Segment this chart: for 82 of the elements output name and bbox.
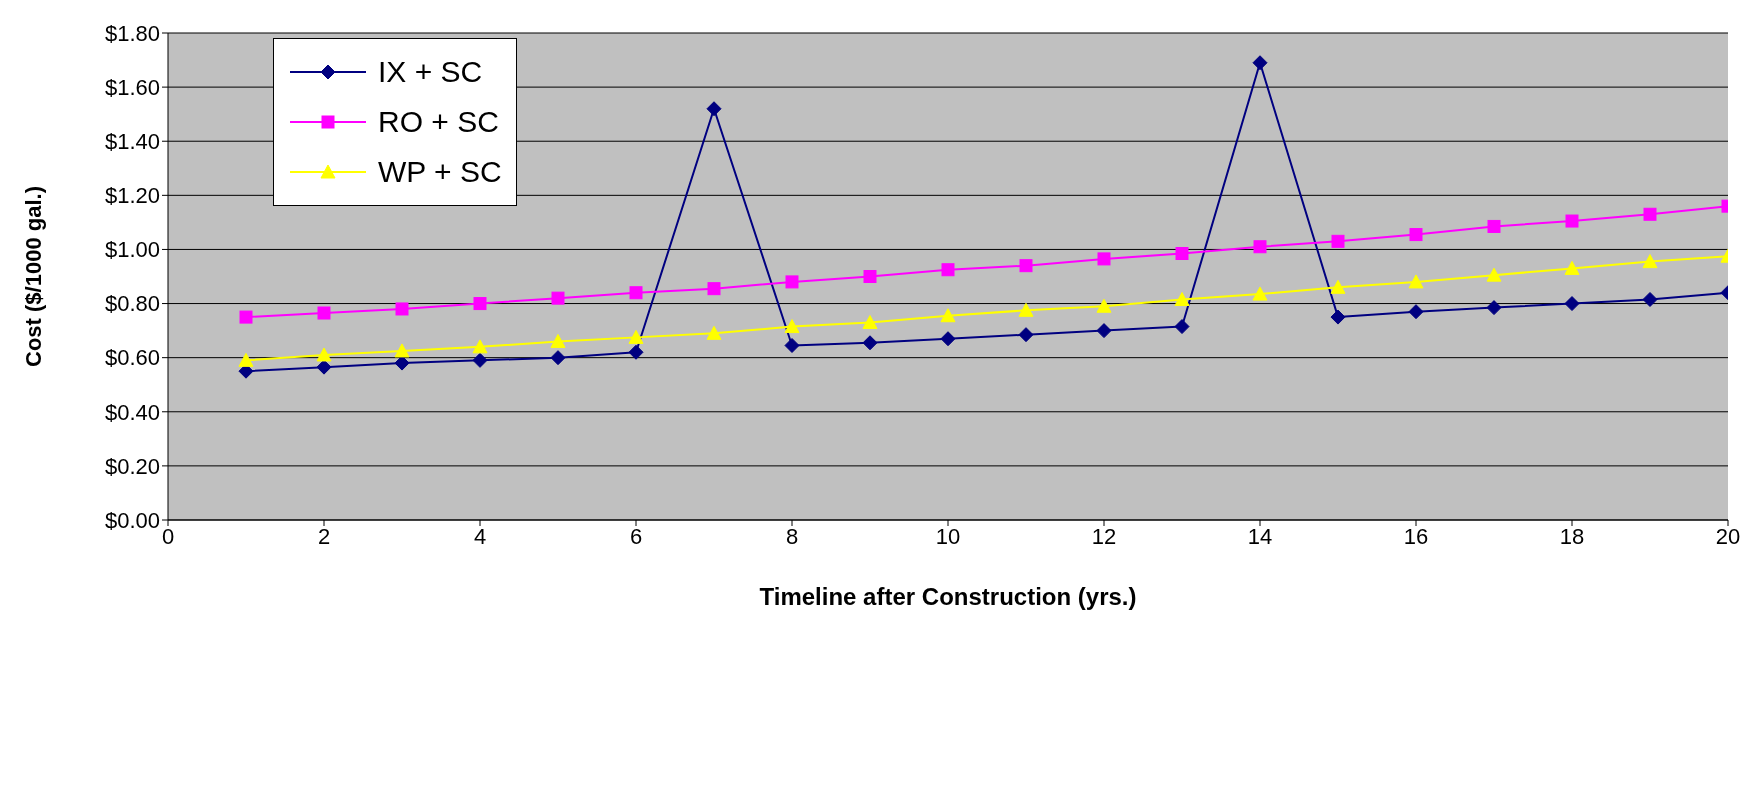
x-tick-label: 14 (1247, 523, 1273, 549)
y-tick-label: $1.20 (104, 183, 160, 209)
point (784, 319, 800, 334)
point (1253, 240, 1267, 254)
point (785, 275, 799, 289)
point (472, 339, 488, 354)
point (862, 314, 878, 329)
x-tick-label: 10 (935, 523, 961, 549)
point (550, 333, 566, 348)
y-tick-label: $0.20 (104, 453, 160, 479)
point (629, 286, 643, 300)
x-tick-label: 16 (1403, 523, 1429, 549)
point (1408, 274, 1424, 289)
legend-label: WP + SC (378, 155, 502, 189)
point (1331, 234, 1345, 248)
point (940, 308, 956, 323)
x-tick-label: 0 (161, 523, 175, 549)
point (628, 344, 644, 360)
x-tick-label: 12 (1091, 523, 1117, 549)
x-tick-label: 6 (629, 523, 643, 549)
point (1409, 228, 1423, 242)
point (1252, 286, 1268, 301)
point (1252, 55, 1268, 71)
point (394, 355, 410, 371)
point (316, 359, 332, 375)
point (1487, 219, 1501, 233)
y-tick-label: $1.00 (104, 237, 160, 263)
point (707, 282, 721, 296)
y-tick-label: $0.00 (104, 507, 160, 533)
y-tick-label: $1.80 (104, 20, 160, 46)
point (1330, 279, 1346, 294)
point (550, 350, 566, 366)
point (1486, 300, 1502, 316)
y-tick-label: $1.60 (104, 74, 160, 100)
y-tick-label: $0.40 (104, 399, 160, 425)
point (1330, 309, 1346, 325)
x-tick-label: 20 (1715, 523, 1741, 549)
point (863, 270, 877, 283)
point (1564, 260, 1580, 275)
point (551, 291, 565, 305)
point (316, 347, 332, 362)
point (706, 101, 722, 117)
point (1096, 323, 1112, 339)
point (472, 352, 488, 368)
point (1408, 304, 1424, 320)
point (1486, 267, 1502, 282)
legend-label: IX + SC (378, 55, 483, 89)
y-axis-title: Cost ($/1000 gal.) (20, 186, 46, 367)
legend-label: RO + SC (378, 105, 499, 139)
point (1097, 252, 1111, 266)
point (1174, 292, 1190, 306)
x-axis-title: Timeline after Construction (yrs.) (759, 583, 1137, 610)
point (394, 343, 410, 358)
point (1642, 292, 1658, 307)
point (1564, 296, 1580, 312)
point (706, 325, 722, 340)
point (862, 335, 878, 351)
y-tick-label: $1.40 (104, 129, 160, 155)
point (1643, 207, 1657, 221)
point (1174, 319, 1190, 335)
y-tick-label: $0.80 (104, 291, 160, 317)
point (1565, 214, 1579, 228)
point (317, 306, 331, 320)
x-tick-label: 4 (473, 523, 487, 549)
point (1018, 302, 1034, 317)
point (1096, 298, 1112, 313)
point (1642, 254, 1658, 269)
point (1018, 327, 1034, 343)
point (238, 352, 254, 367)
x-tick-label: 18 (1559, 523, 1585, 549)
point (1175, 247, 1189, 260)
point (784, 337, 800, 353)
point (395, 302, 409, 316)
point (628, 329, 644, 344)
point (473, 297, 487, 311)
y-tick-label: $0.60 (104, 345, 160, 371)
point (941, 263, 955, 277)
x-tick-label: 8 (785, 523, 799, 549)
point (940, 331, 956, 347)
x-tick-label: 2 (317, 523, 331, 549)
point (1019, 259, 1033, 273)
point (239, 310, 253, 324)
